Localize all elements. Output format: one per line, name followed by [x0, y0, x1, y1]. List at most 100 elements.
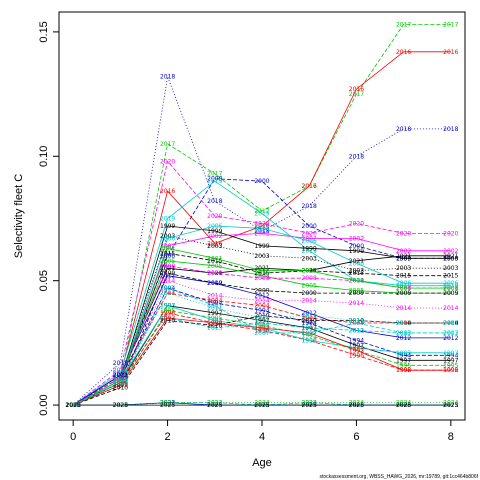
- x-tick-label: 6: [353, 431, 359, 443]
- point-label-2009: 2009: [396, 290, 411, 297]
- point-label-2019: 2019: [349, 278, 364, 285]
- point-label-1992: 1992: [113, 382, 128, 389]
- point-label-2025: 2025: [254, 402, 269, 409]
- point-label-2019: 2019: [113, 370, 128, 377]
- point-label-2003: 2003: [66, 402, 81, 409]
- point-label-2016: 2016: [302, 183, 317, 190]
- point-label-2002: 2002: [443, 248, 458, 255]
- point-label-1999: 1999: [302, 245, 317, 252]
- point-label-2015: 2015: [443, 273, 458, 280]
- point-label-2002: 2002: [396, 248, 411, 255]
- point-label-2018: 2018: [396, 126, 411, 133]
- series-line-1997: [73, 305, 451, 406]
- point-label-2024: 2024: [66, 402, 81, 409]
- point-label-2009: 2009: [160, 270, 175, 277]
- point-label-2020: 2020: [207, 213, 222, 220]
- point-label-2020: 2020: [302, 230, 317, 237]
- point-label-2006: 2006: [396, 280, 411, 287]
- point-label-2009: 2009: [302, 290, 317, 297]
- series-line-1992: [73, 317, 451, 406]
- point-label-1994: 1994: [207, 300, 222, 307]
- point-label-1992: 1992: [349, 347, 364, 354]
- point-label-1997: 1997: [160, 303, 175, 310]
- point-label-2016: 2016: [349, 86, 364, 93]
- series-line-1995: [73, 310, 451, 406]
- point-label-2010: 2010: [207, 323, 222, 330]
- point-label-2002: 2002: [66, 402, 81, 409]
- point-label-2010: 2010: [302, 318, 317, 325]
- point-label-2018: 2018: [160, 74, 175, 81]
- point-label-1992: 1992: [160, 315, 175, 322]
- point-label-1996: 1996: [349, 352, 364, 359]
- point-label-2025: 2025: [396, 402, 411, 409]
- point-label-2022: 2022: [207, 400, 222, 407]
- point-label-2015: 2015: [254, 270, 269, 277]
- point-label-2012: 2012: [349, 327, 364, 334]
- point-label-1996: 1996: [302, 337, 317, 344]
- point-label-1999: 1999: [349, 248, 364, 255]
- point-label-2012: 2012: [396, 335, 411, 342]
- point-label-1995: 1995: [207, 315, 222, 322]
- point-label-2019: 2019: [302, 248, 317, 255]
- point-label-2004: 2004: [207, 298, 222, 305]
- point-label-2021: 2021: [207, 270, 222, 277]
- point-label-2000: 2000: [254, 178, 269, 185]
- point-label-2003: 2003: [443, 265, 458, 272]
- axis-layer: 0 2 4 6 8 0.00 0.05 0.10 0.15: [38, 21, 454, 443]
- point-label-1997: 1997: [396, 357, 411, 364]
- point-label-2011: 2011: [254, 315, 269, 322]
- series-line-2020: [72, 160, 451, 406]
- point-label-2010: 2010: [113, 385, 128, 392]
- point-label-1993: 1993: [113, 377, 128, 384]
- point-label-2001: 2001: [207, 255, 222, 262]
- point-label-2017: 2017: [302, 183, 317, 190]
- point-label-2000: 2000: [443, 255, 458, 262]
- series-line-2016: [72, 51, 451, 406]
- point-label-1992: 1992: [207, 320, 222, 327]
- point-label-2017: 2017: [160, 141, 175, 148]
- point-label-2018: 2018: [207, 198, 222, 205]
- point-label-2014: 2014: [396, 305, 411, 312]
- point-label-2011: 2011: [113, 380, 128, 387]
- point-label-2024: 2024: [396, 400, 411, 407]
- point-label-1992: 1992: [302, 330, 317, 337]
- point-label-2000: 2000: [66, 402, 81, 409]
- point-label-2003: 2003: [160, 233, 175, 240]
- point-label-2004: 2004: [302, 315, 317, 322]
- point-label-2005: 2005: [349, 288, 364, 295]
- point-label-2002: 2002: [254, 230, 269, 237]
- series-line-1994: [72, 287, 451, 406]
- point-label-2017: 2017: [396, 21, 411, 28]
- point-label-2014: 2014: [302, 298, 317, 305]
- y-tick-label: 0.10: [38, 146, 50, 167]
- point-label-2004: 2004: [113, 375, 128, 382]
- point-label-1997: 1997: [443, 357, 458, 364]
- point-label-2001: 2001: [349, 278, 364, 285]
- point-label-2007: 2007: [302, 330, 317, 337]
- x-tick-label: 2: [165, 431, 171, 443]
- point-label-2022: 2022: [349, 402, 364, 409]
- point-label-2015: 2015: [66, 402, 81, 409]
- point-label-2025: 2025: [207, 402, 222, 409]
- point-label-1999: 1999: [396, 255, 411, 262]
- point-label-2013: 2013: [160, 315, 175, 322]
- point-label-2025: 2025: [160, 402, 175, 409]
- point-label-2000: 2000: [113, 375, 128, 382]
- point-label-2009: 2009: [349, 290, 364, 297]
- point-label-2008: 2008: [302, 275, 317, 282]
- point-label-2023: 2023: [66, 402, 81, 409]
- point-label-2016: 2016: [160, 188, 175, 195]
- point-label-1999: 1999: [443, 255, 458, 262]
- point-label-2015: 2015: [396, 273, 411, 280]
- point-label-1994: 1994: [396, 352, 411, 359]
- y-axis-title: Selectivity fleet C: [13, 174, 25, 258]
- point-label-2007: 2007: [443, 330, 458, 337]
- point-label-2009: 2009: [113, 382, 128, 389]
- point-label-2016: 2016: [113, 372, 128, 379]
- point-label-2010: 2010: [66, 402, 81, 409]
- point-label-2007: 2007: [66, 402, 81, 409]
- point-label-2007: 2007: [254, 330, 269, 337]
- point-label-2016: 2016: [254, 223, 269, 230]
- point-label-2023: 2023: [254, 402, 269, 409]
